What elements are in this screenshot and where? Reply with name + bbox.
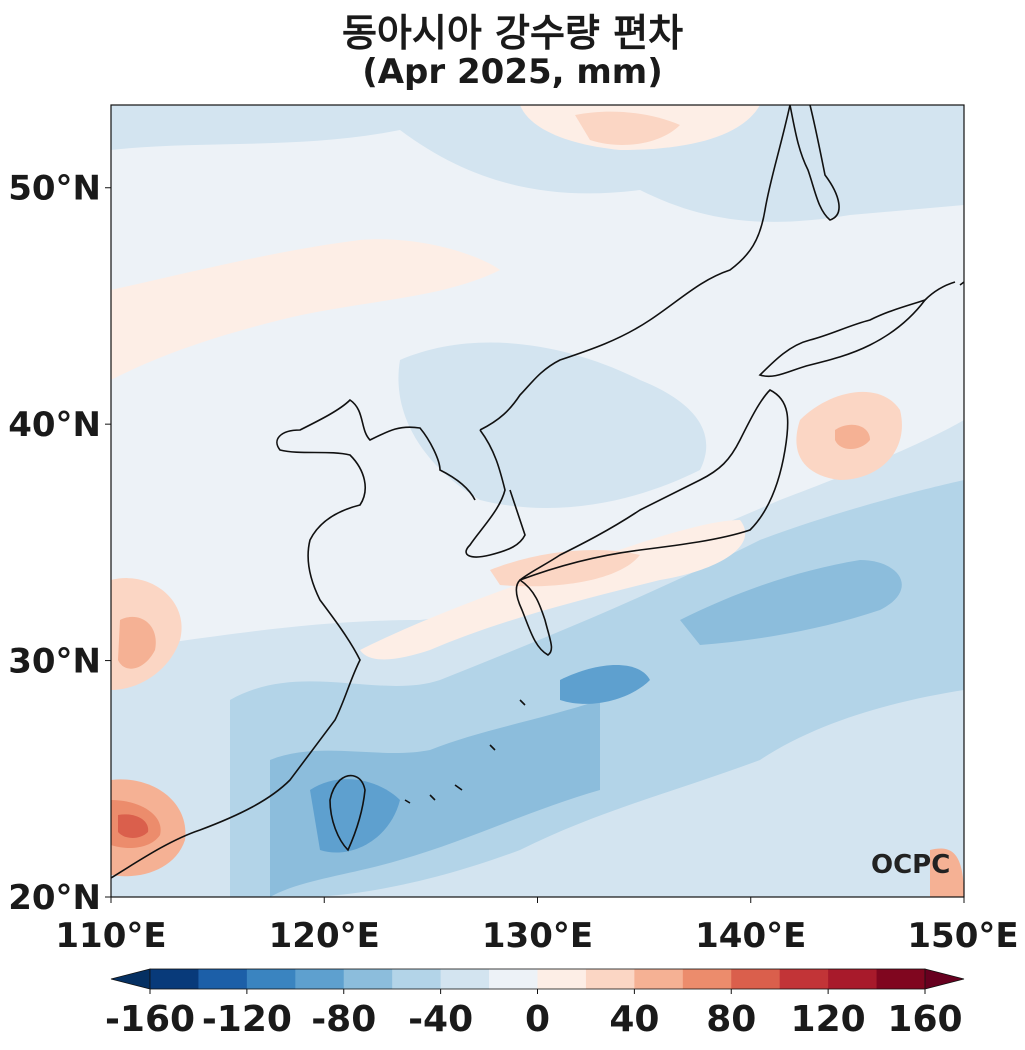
china-coast bbox=[111, 398, 476, 879]
kyushu bbox=[515, 578, 553, 656]
colorbar-tick-label: 0 bbox=[525, 999, 550, 1040]
colorbar-tick-label: -120 bbox=[202, 999, 292, 1040]
hokkaido bbox=[758, 298, 928, 378]
colorbar-bin bbox=[343, 969, 393, 989]
lon-tick-label: 110°E bbox=[55, 916, 166, 956]
colorbar-bin bbox=[682, 969, 732, 989]
korea-coast bbox=[479, 105, 791, 431]
colorbar-tick-label: -160 bbox=[105, 999, 195, 1040]
blue-core-taiwan bbox=[310, 779, 400, 853]
map-title: 동아시아 강수량 편차 bbox=[341, 11, 684, 55]
colorbar-bin bbox=[585, 969, 635, 989]
coastline bbox=[111, 105, 964, 879]
ocpc-logo: OCPC bbox=[871, 850, 950, 880]
colorbar-bin bbox=[489, 969, 538, 989]
latitude-axis: 20°N 30°N 40°N 50°N bbox=[8, 169, 111, 918]
light-blue-region-korea bbox=[398, 342, 707, 509]
colorbar-bin bbox=[246, 969, 296, 989]
colorbar-under-arrow bbox=[110, 968, 151, 990]
warm-band-japan bbox=[360, 520, 746, 660]
colorbar-bin bbox=[828, 969, 878, 989]
colorbar-tick-label: -40 bbox=[408, 999, 473, 1040]
colorbar-tick-label: -80 bbox=[311, 999, 376, 1040]
colorbar-bin bbox=[537, 969, 587, 989]
colorbar-bin bbox=[198, 969, 248, 989]
warm-core-sw bbox=[118, 616, 156, 669]
colorbar-tick-label: 120 bbox=[791, 999, 866, 1040]
sakhalin bbox=[789, 105, 840, 221]
colorbar-bin bbox=[150, 969, 199, 989]
colorbar-bin bbox=[731, 969, 781, 989]
lon-tick-label: 150°E bbox=[907, 916, 1018, 956]
blue-core-se bbox=[560, 665, 650, 704]
colorbar-bin bbox=[634, 969, 684, 989]
colorbar-bin bbox=[440, 969, 490, 989]
lat-tick-label: 20°N bbox=[8, 878, 101, 918]
taiwan bbox=[329, 774, 366, 852]
warm-region-se-corner bbox=[930, 848, 964, 897]
blue-core-east bbox=[680, 560, 902, 645]
warm-core-far-sw-inner bbox=[118, 814, 149, 838]
ryukyu-islands bbox=[404, 699, 526, 804]
warm-core-north bbox=[575, 111, 680, 145]
colorbar-tick-label: 80 bbox=[706, 999, 756, 1040]
map-subtitle: (Apr 2025, mm) bbox=[362, 52, 663, 92]
colorbar: -160 -120 -80 -40 0 40 80 120 160 bbox=[105, 968, 965, 1040]
colorbar-tick-label: 40 bbox=[609, 999, 659, 1040]
lon-tick-label: 130°E bbox=[482, 916, 593, 956]
colorbar-bin bbox=[779, 969, 829, 989]
kuril-islands bbox=[924, 281, 964, 301]
longitude-axis: 110°E 120°E 130°E 140°E 150°E bbox=[55, 897, 1019, 956]
anomaly-field bbox=[111, 105, 964, 897]
lat-tick-label: 40°N bbox=[8, 405, 101, 445]
japan-main bbox=[519, 389, 789, 581]
korean-peninsula bbox=[465, 429, 526, 558]
colorbar-bin bbox=[295, 969, 345, 989]
lon-tick-label: 120°E bbox=[269, 916, 380, 956]
lat-tick-label: 30°N bbox=[8, 642, 101, 682]
warm-region-west bbox=[111, 239, 500, 380]
colorbar-tick-label: 160 bbox=[887, 999, 962, 1040]
light-blue-region-north bbox=[111, 105, 964, 222]
colorbar-bin bbox=[876, 969, 926, 989]
colorbar-over-arrow bbox=[924, 968, 965, 990]
lat-tick-label: 50°N bbox=[8, 169, 101, 209]
lon-tick-label: 140°E bbox=[695, 916, 806, 956]
colorbar-bin bbox=[392, 969, 442, 989]
warm-core-hokkaido-east bbox=[835, 424, 870, 449]
